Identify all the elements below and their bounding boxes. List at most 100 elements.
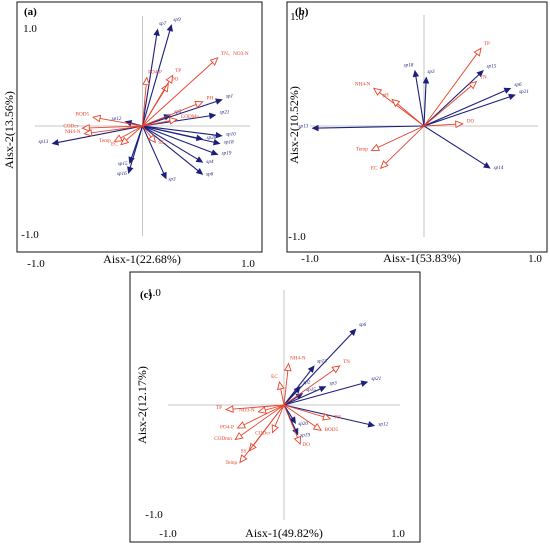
arrow-head <box>307 365 315 373</box>
arrow-label: PH <box>207 96 214 102</box>
panel-label: (a) <box>24 6 37 18</box>
arrow-shaft <box>280 388 285 406</box>
arrow-label: EC <box>111 142 118 148</box>
arrow-label: NH4-N <box>65 129 81 135</box>
x-tick-min: -1.0 <box>27 258 45 270</box>
arrow-shaft <box>141 35 158 127</box>
arrow-label: PO4-P <box>220 424 234 430</box>
arrow-head <box>81 123 90 132</box>
arrow-label: sp19 <box>300 433 310 439</box>
env-arrow-tp: TP <box>216 404 285 413</box>
species-arrow-sp3: sp3 <box>422 69 435 127</box>
arrow-head <box>455 120 464 129</box>
arrow-head <box>379 160 389 169</box>
env-arrow-nh4-n: NH4-N <box>355 82 425 127</box>
panel-label: (b) <box>295 6 309 18</box>
env-arrow-codmn: CODmn <box>214 404 285 442</box>
arrow-shaft <box>283 369 335 406</box>
arrow-shaft <box>274 404 285 427</box>
arrow-label: pH <box>382 92 389 98</box>
arrow-label: Temp <box>225 460 237 466</box>
arrow-shaft <box>283 383 362 406</box>
arrow-label: sp3 <box>168 177 176 183</box>
arrow-head <box>257 406 267 414</box>
arrow-head <box>370 143 381 151</box>
arrow-shaft <box>423 90 506 127</box>
panel-label: (c) <box>140 289 153 301</box>
arrow-shaft <box>120 125 143 139</box>
plot-area: sp6 sp21 sp12 sp13 sp3 sp2 sp15 sp20 sp19 NH4-N EC… <box>168 290 400 520</box>
env-arrow-tp: TP <box>423 41 490 127</box>
arrow-label: sp19 <box>222 151 232 157</box>
species-arrow-sp6: sp6 <box>423 82 522 127</box>
arrow-head <box>322 412 332 421</box>
species-arrow-sp9: sp9 <box>141 17 181 127</box>
env-arrow-ec: EC <box>371 125 425 171</box>
arrow-head <box>142 76 151 86</box>
arrow-label: Temp <box>99 138 111 144</box>
arrow-label: TP <box>175 68 181 74</box>
arrow-head <box>239 454 248 464</box>
arrow-label: sp18 <box>404 63 414 69</box>
arrow-shaft <box>240 404 285 436</box>
arrow-label: TN <box>343 359 350 365</box>
arrow-shaft <box>379 92 425 127</box>
species-arrow-sp21: sp21 <box>423 89 529 127</box>
arrow-shaft <box>283 370 289 406</box>
arrow-head <box>195 156 204 163</box>
arrow-head <box>209 57 219 66</box>
arrow-head <box>83 128 93 137</box>
arrow-head <box>210 149 219 156</box>
arrow-head <box>147 134 157 144</box>
arrow-shaft <box>243 404 285 426</box>
arrow-shaft <box>125 125 143 141</box>
arrow-label: SS <box>241 448 247 454</box>
arrow-label: CODcr <box>63 123 78 129</box>
arrow-label: EC <box>371 165 378 171</box>
plot-area: sp7sp9sp1sp21sp5sp12sp13sp10sp18sp20sp19… <box>35 16 250 236</box>
arrow-head <box>349 328 357 336</box>
arrow-shaft <box>415 76 425 127</box>
x-axis-label: Aisx-1(53.83%) <box>383 251 461 265</box>
species-arrow-sp4: sp4 <box>142 125 214 165</box>
species-arrow-sp6: sp6 <box>283 322 367 406</box>
env-arrow-do: DO <box>423 119 475 129</box>
arrow-head <box>318 386 327 393</box>
arrow-label: DO <box>302 442 310 448</box>
arrow-shaft <box>283 388 321 406</box>
arrow-label: sp4 <box>206 158 214 165</box>
arrow-head <box>289 416 296 424</box>
arrow-shaft <box>142 115 210 127</box>
arrow-label: sp6 <box>206 171 214 177</box>
arrow-shaft <box>142 125 217 136</box>
env-arrow-po4-p: PO4-P <box>142 70 162 127</box>
arrow-head <box>51 139 59 146</box>
arrow-head <box>127 166 134 174</box>
arrow-shaft <box>397 103 425 127</box>
arrow-label: sp1 <box>226 94 234 100</box>
arrow-label: DO <box>171 77 179 83</box>
arrow-label: NO3-N <box>239 408 255 414</box>
species-arrow-sp20: sp20 <box>142 125 217 141</box>
y-axis-label: Aisx-2(13.56%) <box>2 91 16 169</box>
arrow-label: sp14 <box>494 164 504 171</box>
arrow-head <box>153 28 160 36</box>
arrow-label: sp15 <box>306 387 316 393</box>
arrow-head <box>508 93 516 101</box>
arrow-shaft <box>283 404 324 418</box>
arrow-head <box>215 131 223 139</box>
env-arrow-temp: Temp <box>99 125 143 144</box>
arrow-head <box>92 114 102 123</box>
env-arrow-bod5: BOD5 <box>76 112 143 127</box>
arrow-label: sp18 <box>224 139 234 145</box>
arrow-head <box>194 100 204 109</box>
arrow-shaft <box>89 125 143 129</box>
env-arrow-bod5: BOD5 <box>283 404 339 433</box>
arrow-head <box>311 124 319 132</box>
env-arrow-tn: TN <box>283 359 350 406</box>
panel-frame <box>286 1 548 253</box>
arrow-head <box>208 112 217 120</box>
arrow-head <box>168 116 178 125</box>
arrow-label: sp12 <box>378 421 388 427</box>
